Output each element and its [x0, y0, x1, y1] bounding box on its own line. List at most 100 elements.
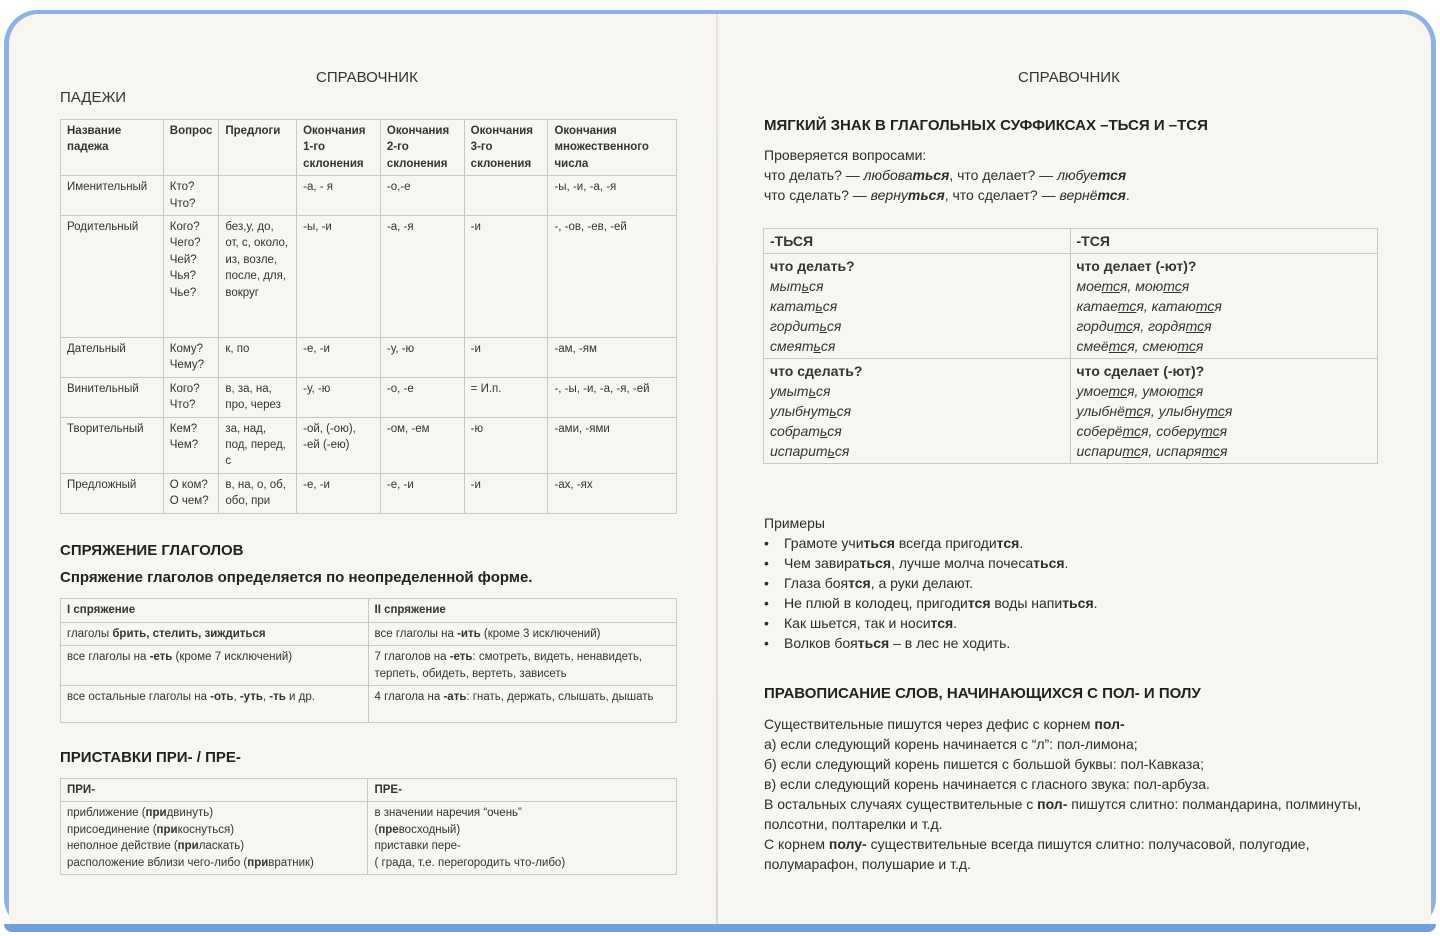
table-cell: Кого? Чего? Чей? Чья? Чье? [162, 215, 220, 339]
emphasis: ь [819, 318, 827, 334]
text-line: а) если следующий корень начинается с “л… [764, 736, 1138, 752]
cases-title: ПАДЕЖИ [60, 89, 127, 106]
table-cell: -и [463, 215, 549, 339]
pol-text: Существительные пишутся через дефис с ко… [764, 714, 1364, 874]
column-header: Окончания 3-го склонения [463, 118, 549, 177]
emphasis: ться [1062, 595, 1094, 611]
emphasis: -ть [269, 691, 286, 704]
example-word: умоется, умоются [1076, 383, 1204, 399]
table-cell: -у, -ю [379, 337, 465, 378]
emphasis: тс [1185, 318, 1205, 334]
table-row: Именительный Кто? Что? -а, - я -о,-е -ы, -и,… [60, 175, 677, 217]
emphasis: тся [967, 595, 991, 611]
question: что делает (-ют)? [1076, 258, 1197, 274]
question: что сделает (-ют)? [1076, 363, 1205, 379]
prefixes-title: ПРИСТАВКИ ПРИ- / ПРЕ- [60, 749, 241, 766]
emphasis: ь [801, 278, 809, 294]
text-line: в) если следующий корень начинается с гл… [764, 776, 1210, 792]
intro-line: Проверяется вопросами: [764, 147, 927, 163]
emphasis: любуе [1057, 167, 1098, 183]
emphasis: -оть [210, 691, 234, 704]
table-cell: что сделает (-ют)? умоется, умоются улыбнё… [1069, 358, 1378, 464]
table-cell: -о,-е [379, 175, 465, 217]
example-word: умыться [770, 383, 831, 399]
emphasis: тс [1108, 338, 1128, 354]
table-cell: в, на, о, об, обо, при [218, 472, 298, 514]
table-cell: без,у, до, от, с, около, из, возле, посл… [218, 215, 298, 339]
conjugation-title: СПРЯЖЕНИЕ ГЛАГОЛОВ [60, 542, 244, 559]
table-cell: Творительный [60, 416, 164, 474]
emphasis: тся [848, 575, 871, 591]
conjugation-table: I спряжение II спряжение глаголы брить, с… [60, 598, 677, 724]
cell-line: приставки пере- [374, 840, 461, 853]
cover-edge [4, 924, 1436, 932]
example-word: смеётся, смеются [1076, 338, 1204, 354]
table-cell: Кем? Чем? [162, 416, 220, 474]
emphasis: тс [1206, 403, 1225, 419]
running-head-left: СПРАВОЧНИК [316, 69, 418, 86]
table-cell: -, -ы, -и, -а, -я, -ей [547, 376, 677, 418]
table-cell: все глаголы на -ить (кроме 3 исключений) [367, 621, 677, 647]
table-cell: -ах, -ях [547, 472, 677, 514]
table-cell: Винительный [60, 376, 164, 418]
emphasis: тс [1201, 443, 1221, 459]
table-cell: -е, -и [379, 472, 465, 514]
table-cell: Дательный [60, 337, 164, 378]
cell-line: в значении наречия “очень” [374, 807, 522, 820]
text-line: б) если следующий корень пишется с больш… [764, 756, 1204, 772]
emphasis: -еть [449, 651, 473, 664]
table-cell [218, 175, 298, 217]
intro-line: что делать? — любоваться, что делает? — … [764, 167, 1127, 183]
example-word: смеяться [770, 338, 836, 354]
table-cell: за, над, под, перед, с [218, 416, 298, 474]
emphasis: ь [808, 383, 816, 399]
example-word: собраться [770, 423, 842, 439]
soft-sign-intro: Проверяется вопросами: что делать? — люб… [764, 145, 1130, 205]
table-row: все глаголы на -еть (кроме 7 исключений)… [60, 645, 677, 687]
column-header: -ТЬСЯ [763, 228, 1071, 254]
table-row: что делать? мыться кататься гордиться смеять… [763, 253, 1378, 359]
emphasis: ться [907, 187, 945, 203]
table-cell: -и [463, 472, 549, 514]
spine [716, 14, 718, 932]
table-cell: -ю [463, 416, 549, 474]
example-word: соберётся, соберутся [1076, 423, 1228, 439]
table-cell: -е, -и [296, 472, 381, 514]
example-word: испарится, испарятся [1076, 443, 1228, 459]
table-row: Творительный Кем? Чем? за, над, под, перед… [60, 416, 677, 474]
emphasis: тс [1117, 298, 1137, 314]
cell-line: приближение (придвинуть) [67, 807, 214, 820]
list-item: Чем завираться, лучше молча почесаться. [764, 553, 1384, 573]
table-cell: 4 глагола на -ать: гнать, держать, слыша… [367, 685, 677, 724]
emphasis: тся [1097, 187, 1126, 203]
table-cell: что сделать? умыться улыбнуться собраться ис… [763, 358, 1071, 464]
emphasis: тс [1177, 383, 1196, 399]
question: что делать? [770, 258, 855, 274]
table-cell: Предложный [60, 472, 164, 514]
emphasis: -ить [457, 628, 481, 640]
list-item: Глаза боятся, а руки делают. [764, 573, 1384, 593]
emphasis: пол- [1037, 796, 1068, 812]
emphasis: ться [863, 535, 895, 551]
emphasis: тс [1122, 423, 1142, 439]
table-cell: Кого? Что? [162, 376, 220, 418]
emphasis: тся [930, 615, 954, 631]
table-cell: -а, -я [379, 215, 465, 339]
table-cell: все остальные глаголы на -оть, -уть, -ть… [60, 685, 369, 724]
cell-line: неполное действие (приласкать) [67, 840, 245, 853]
emphasis: полу- [828, 836, 867, 852]
example-word: гордиться [770, 318, 842, 334]
column-header: Название падежа [60, 118, 164, 177]
emphasis: тс [1108, 383, 1128, 399]
cases-table: Название падежа Вопрос Предлоги Окончания 1… [60, 118, 677, 514]
emphasis: верну [870, 187, 908, 203]
table-row: Винительный Кого? Что? в, за, на, про, чер… [60, 376, 677, 418]
question: что сделать? [770, 363, 863, 379]
emphasis: тс [1201, 423, 1220, 439]
cell-line: ( града, т.е. перегородить что-либо) [374, 856, 566, 869]
emphasis: при [156, 823, 178, 836]
column-header: ПРЕ- [367, 777, 677, 803]
table-cell [463, 175, 549, 217]
column-header: ПРИ- [59, 777, 369, 803]
table-row: глаголы брить, стелить, зиждиться все гла… [60, 621, 677, 647]
